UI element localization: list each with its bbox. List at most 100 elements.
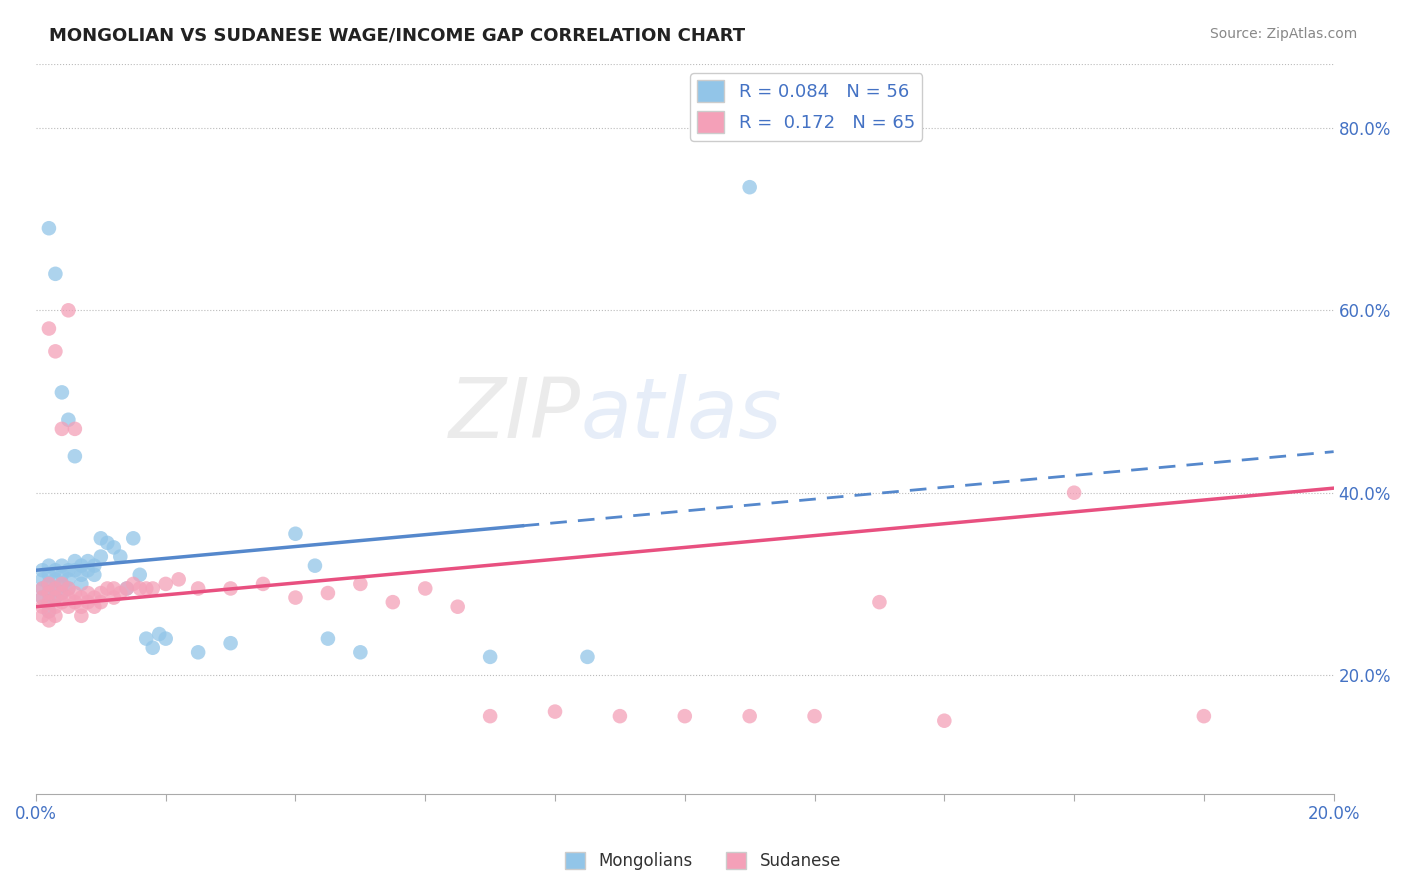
Point [44, 608, 66, 623]
Point [38, 604, 60, 618]
Point [38, 321, 60, 335]
Point [187, 645, 209, 659]
Point [219, 582, 242, 596]
Point [63, 586, 86, 600]
Point [479, 649, 502, 664]
Point [58, 303, 80, 318]
Point [38, 558, 60, 573]
Point [122, 577, 145, 591]
Point [252, 577, 274, 591]
Point [63, 595, 86, 609]
Point [1063, 485, 1085, 500]
Point [103, 591, 125, 605]
Point [90, 595, 112, 609]
Point [110, 586, 132, 600]
Point [381, 595, 404, 609]
Point [142, 640, 165, 655]
Legend: R = 0.084   N = 56, R =  0.172   N = 65: R = 0.084 N = 56, R = 0.172 N = 65 [690, 73, 922, 141]
Point [44, 591, 66, 605]
Point [58, 572, 80, 586]
Point [51, 595, 73, 609]
Point [148, 627, 170, 641]
Point [51, 558, 73, 573]
Point [58, 563, 80, 577]
Point [70, 558, 93, 573]
Text: ZIP: ZIP [449, 374, 581, 455]
Point [31, 591, 53, 605]
Point [142, 582, 165, 596]
Point [51, 567, 73, 582]
Point [70, 577, 93, 591]
Point [70, 567, 93, 582]
Point [413, 582, 436, 596]
Point [44, 344, 66, 359]
Point [544, 705, 567, 719]
Point [38, 604, 60, 618]
Point [38, 577, 60, 591]
Point [44, 572, 66, 586]
Point [284, 526, 307, 541]
Point [51, 422, 73, 436]
Point [44, 591, 66, 605]
Point [31, 582, 53, 596]
Point [44, 582, 66, 596]
Point [96, 536, 118, 550]
Point [167, 572, 190, 586]
Point [76, 595, 98, 609]
Point [187, 582, 209, 596]
Point [38, 577, 60, 591]
Point [31, 591, 53, 605]
Point [58, 582, 80, 596]
Point [135, 632, 157, 646]
Text: Source: ZipAtlas.com: Source: ZipAtlas.com [1209, 27, 1357, 41]
Point [70, 608, 93, 623]
Point [83, 567, 105, 582]
Point [122, 531, 145, 545]
Point [115, 582, 138, 596]
Point [51, 577, 73, 591]
Point [316, 586, 339, 600]
Point [304, 558, 326, 573]
Point [90, 549, 112, 564]
Point [58, 599, 80, 614]
Point [110, 549, 132, 564]
Point [219, 636, 242, 650]
Point [479, 709, 502, 723]
Point [868, 595, 890, 609]
Point [51, 586, 73, 600]
Point [58, 413, 80, 427]
Point [70, 599, 93, 614]
Point [96, 582, 118, 596]
Point [803, 709, 825, 723]
Point [349, 577, 371, 591]
Point [63, 422, 86, 436]
Point [115, 582, 138, 596]
Point [155, 577, 177, 591]
Point [103, 541, 125, 555]
Point [38, 595, 60, 609]
Point [31, 599, 53, 614]
Point [38, 221, 60, 235]
Point [63, 554, 86, 568]
Point [38, 586, 60, 600]
Point [51, 586, 73, 600]
Point [44, 563, 66, 577]
Point [70, 591, 93, 605]
Point [38, 595, 60, 609]
Point [38, 614, 60, 628]
Point [135, 582, 157, 596]
Point [284, 591, 307, 605]
Point [44, 582, 66, 596]
Point [58, 582, 80, 596]
Point [44, 599, 66, 614]
Point [155, 632, 177, 646]
Point [316, 632, 339, 646]
Point [31, 563, 53, 577]
Point [83, 591, 105, 605]
Point [738, 180, 761, 194]
Point [51, 385, 73, 400]
Point [103, 582, 125, 596]
Point [738, 709, 761, 723]
Point [609, 709, 631, 723]
Point [934, 714, 956, 728]
